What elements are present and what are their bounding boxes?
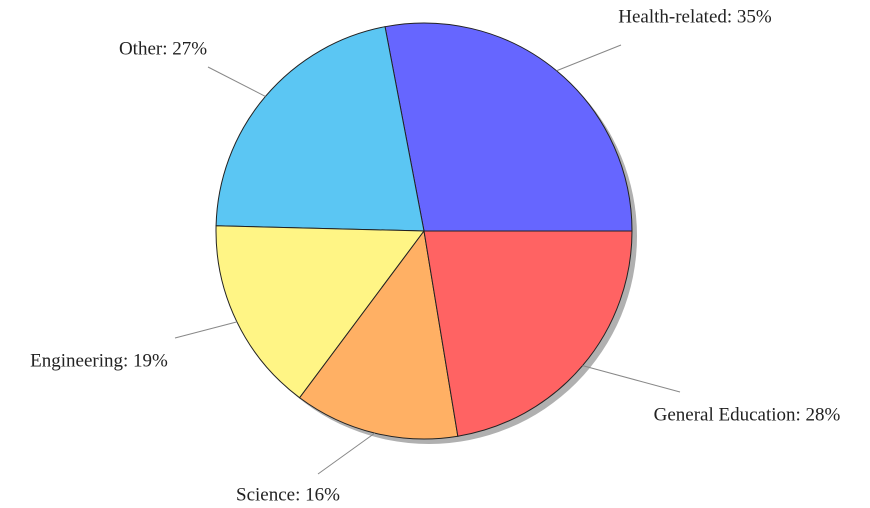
leader-line — [174, 321, 238, 339]
slice-label: Health-related: 35% — [618, 6, 772, 27]
slice-label: Engineering: 19% — [30, 350, 168, 371]
pie-slice — [298, 229, 459, 440]
leader-line — [317, 432, 376, 475]
pie-slice — [384, 22, 633, 232]
slice-label: Other: 27% — [119, 38, 207, 59]
pie-slice — [215, 26, 425, 232]
pie-slice — [423, 230, 633, 437]
slice-label: Science: 16% — [236, 484, 340, 505]
pie-slice — [215, 225, 425, 399]
leader-line — [582, 365, 681, 393]
leader-line — [556, 44, 622, 72]
leader-line — [207, 66, 266, 97]
slice-label: General Education: 28% — [654, 404, 841, 425]
